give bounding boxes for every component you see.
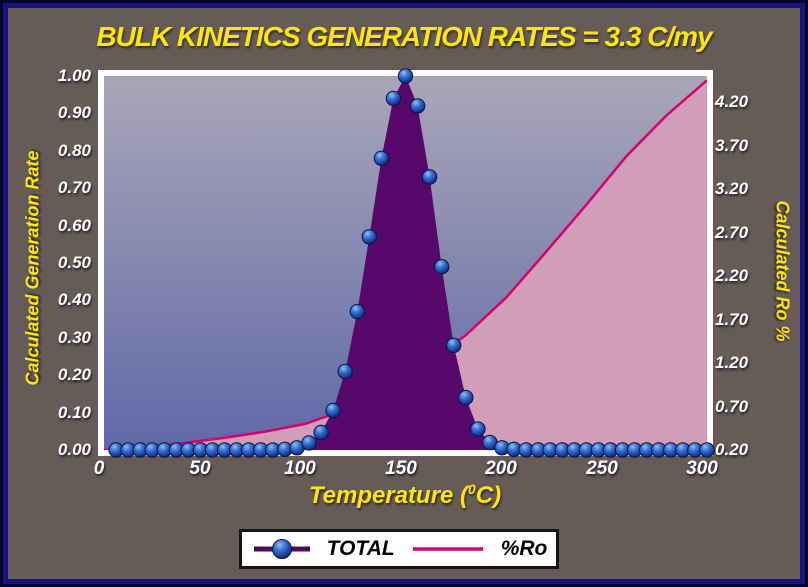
ro-area-fill: [104, 80, 707, 451]
legend-label-total: TOTAL: [326, 537, 395, 560]
y-right-tick-label: 3.70: [715, 136, 749, 155]
y-axis-title-right: Calculated Ro %: [772, 200, 793, 342]
x-tick-label: 300: [686, 458, 718, 479]
total-data-point-marker: [349, 303, 365, 320]
legend-total-marker-icon: [253, 539, 310, 559]
y-axis-title-left: Calculated Generation Rate: [22, 150, 43, 386]
total-data-point-marker: [458, 389, 474, 406]
total-data-point-marker: [337, 363, 353, 380]
y-left-tick-label: 0.10: [57, 403, 91, 422]
legend-label-ro: %Ro: [500, 537, 548, 560]
x-tick-label: 200: [485, 458, 517, 479]
y-right-tick-label: 0.20: [715, 440, 749, 459]
legend: TOTAL %Ro: [239, 529, 559, 569]
x-tick-label: 0: [93, 458, 105, 479]
y-right-tick-label: 2.70: [715, 223, 749, 242]
x-axis-title: Temperature (0C): [309, 481, 501, 510]
total-data-point-marker: [699, 442, 715, 458]
total-data-point-marker: [301, 435, 317, 451]
y-left-tick-label: 0.80: [57, 141, 91, 160]
y-left-tick-label: 0.60: [57, 216, 91, 235]
y-left-tick-label: 0.50: [57, 253, 91, 272]
x-axis-title-prefix: Temperature (: [308, 482, 469, 509]
legend-ro-marker-icon: [412, 547, 483, 551]
y-right-tick-label: 1.20: [715, 353, 749, 372]
total-data-point-marker: [446, 337, 462, 353]
total-data-point-marker: [397, 68, 414, 84]
x-tick-label: 100: [284, 458, 316, 479]
total-data-point-marker: [385, 90, 402, 107]
total-data-point-marker: [421, 169, 438, 185]
y-left-tick-label: 0.90: [57, 103, 91, 122]
y-right-tick-label: 0.70: [715, 397, 749, 416]
total-data-point-marker: [361, 229, 377, 245]
total-area-fill: [116, 76, 708, 450]
y-left-tick-label: 1.00: [57, 66, 91, 85]
total-data-point-marker: [409, 98, 426, 114]
y-right-tick-label: 2.20: [715, 266, 749, 285]
total-data-point-marker: [373, 150, 390, 167]
x-axis-title-superscript: 0: [468, 481, 476, 497]
total-data-point-marker: [313, 424, 329, 441]
y-left-tick-label: 0.30: [57, 328, 91, 347]
y-left-tick-label: 0.00: [57, 440, 91, 459]
x-tick-label: 50: [189, 458, 211, 479]
y-left-tick-label: 0.40: [57, 290, 91, 309]
x-tick-label: 250: [586, 458, 618, 479]
total-data-point-marker: [434, 259, 450, 275]
plot-area: [98, 68, 715, 458]
y-right-tick-label: 3.20: [715, 179, 749, 198]
total-data-point-marker: [325, 402, 341, 419]
total-data-point-marker: [470, 421, 486, 437]
chart-title: BULK KINETICS GENERATION RATES = 3.3 C/m…: [96, 21, 712, 52]
x-axis-title-suffix: C): [475, 482, 502, 509]
y-right-tick-label: 4.20: [715, 92, 749, 111]
x-tick-label: 150: [385, 458, 417, 479]
y-left-tick-label: 0.70: [57, 178, 91, 197]
y-left-tick-label: 0.20: [57, 365, 91, 384]
y-right-tick-label: 1.70: [715, 310, 749, 329]
